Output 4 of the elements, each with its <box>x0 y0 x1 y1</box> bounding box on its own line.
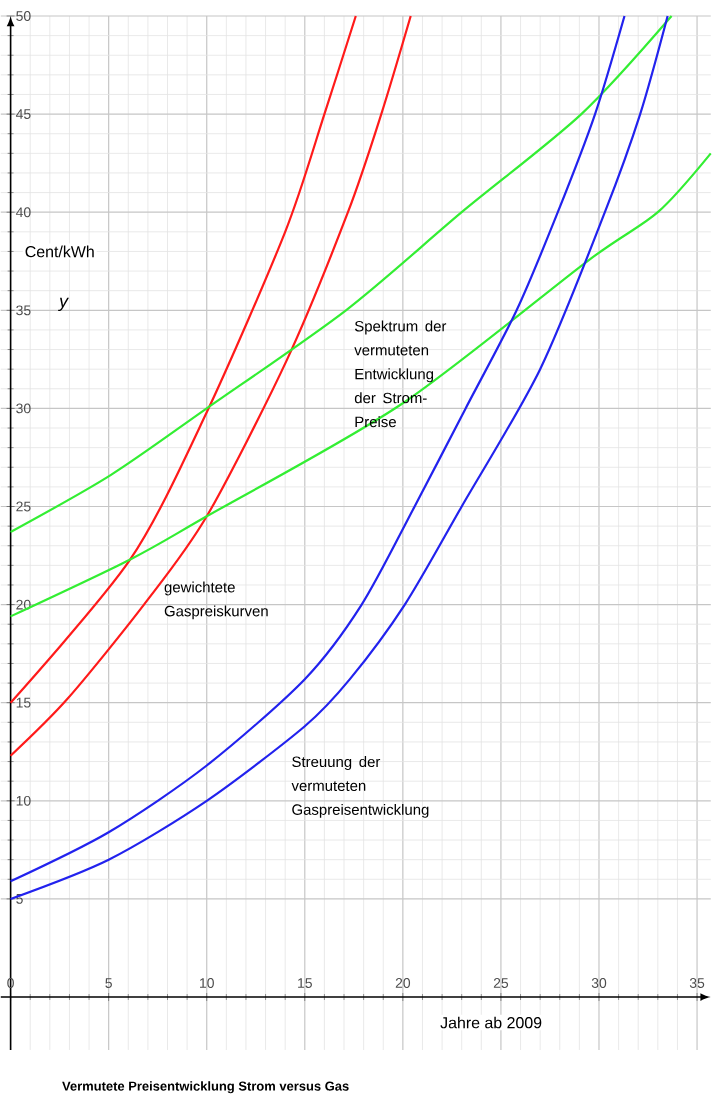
line-series <box>9 14 673 534</box>
annotation: y <box>58 297 70 312</box>
line-series <box>9 152 712 618</box>
line-series <box>9 14 357 704</box>
